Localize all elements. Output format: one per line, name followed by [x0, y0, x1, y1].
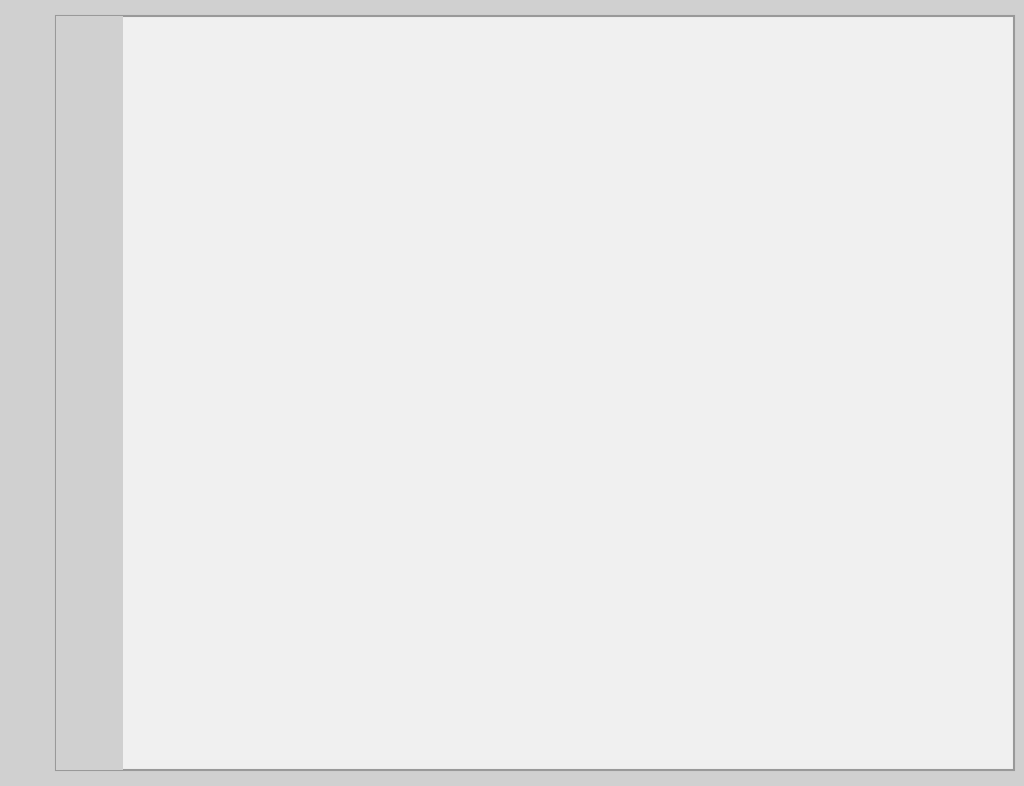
Bar — [880, 143, 907, 652]
Bar — [582, 578, 609, 652]
Bar — [321, 638, 348, 652]
Bar — [470, 619, 498, 652]
Bar — [730, 472, 758, 652]
Bar — [395, 628, 423, 652]
Bar — [805, 331, 833, 652]
Bar — [842, 241, 870, 652]
Bar — [172, 651, 200, 652]
Bar — [544, 587, 572, 652]
Bar — [209, 649, 237, 652]
Title: Netflix revenue by year: Netflix revenue by year — [337, 51, 779, 84]
Y-axis label: Revenue (in billions): Revenue (in billions) — [62, 264, 81, 490]
Bar — [507, 608, 535, 652]
X-axis label: Year: Year — [534, 712, 583, 731]
Bar — [358, 632, 386, 652]
Bar — [284, 642, 311, 652]
Bar — [618, 564, 646, 652]
Bar — [655, 540, 684, 652]
Bar — [693, 514, 721, 652]
Bar — [916, 349, 944, 652]
Bar — [432, 625, 461, 652]
Bar — [246, 647, 274, 652]
Bar — [768, 414, 796, 652]
